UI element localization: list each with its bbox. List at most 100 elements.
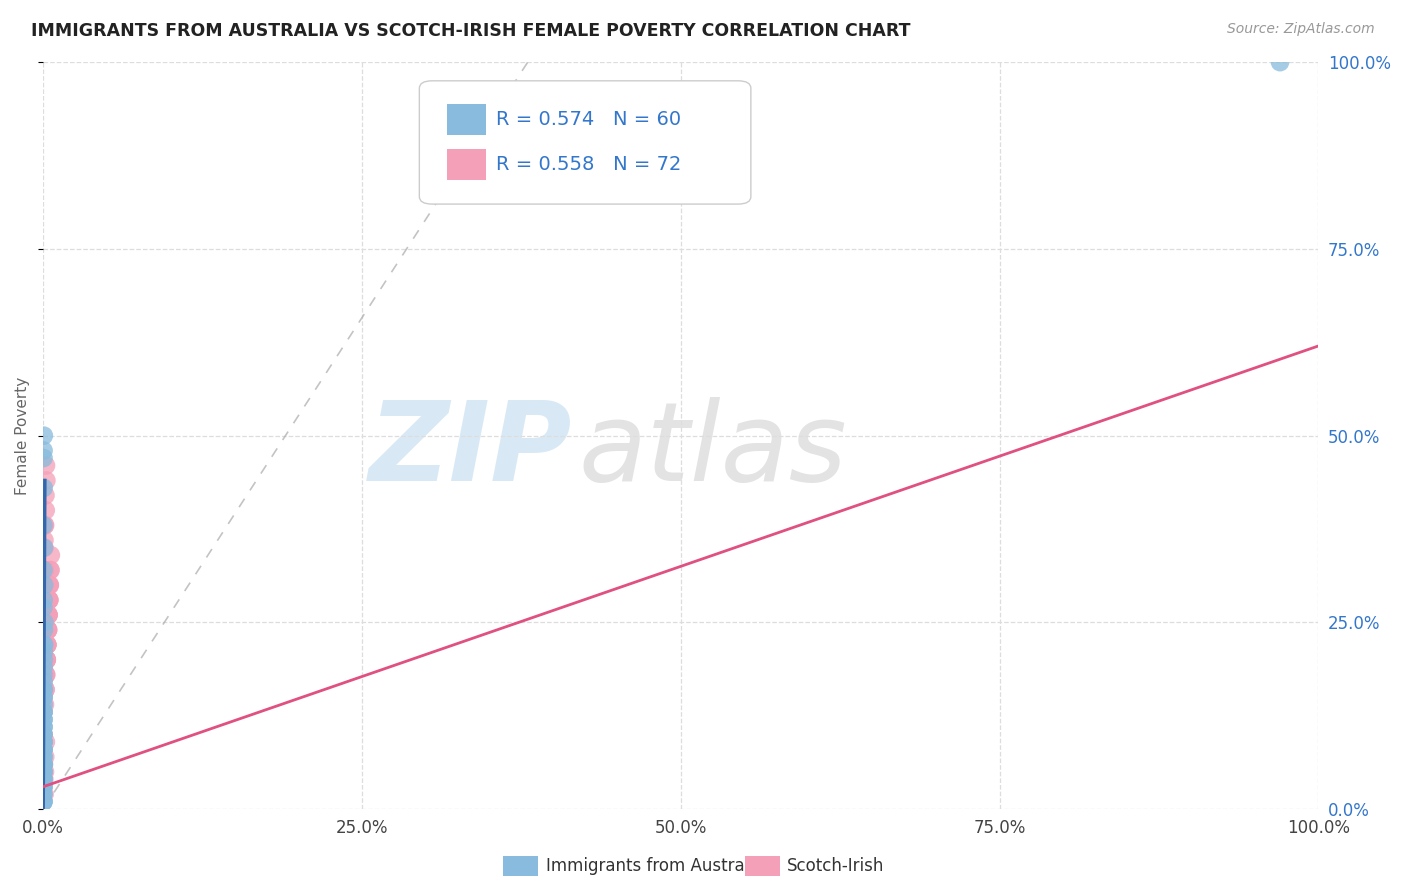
Point: [38, 593, 60, 607]
Text: IMMIGRANTS FROM AUSTRALIA VS SCOTCH-IRISH FEMALE POVERTY CORRELATION CHART: IMMIGRANTS FROM AUSTRALIA VS SCOTCH-IRIS…: [31, 22, 911, 40]
Point: [32, 698, 55, 712]
Point: [32, 705, 55, 719]
Point: [32, 481, 55, 495]
Y-axis label: Female Poverty: Female Poverty: [15, 376, 30, 495]
Point: [32, 451, 55, 466]
Point: [32, 772, 55, 787]
Text: R = 0.558   N = 72: R = 0.558 N = 72: [496, 155, 682, 174]
Point: [32, 638, 55, 652]
Point: [32, 638, 55, 652]
Point: [32, 713, 55, 727]
Point: [34, 518, 56, 533]
Point: [32, 615, 55, 630]
Point: [32, 772, 55, 787]
Point: [32, 735, 55, 749]
Text: atlas: atlas: [579, 397, 848, 504]
Point: [32, 682, 55, 697]
Point: [38, 607, 60, 622]
Point: [32, 578, 55, 592]
Point: [32, 653, 55, 667]
Text: Source: ZipAtlas.com: Source: ZipAtlas.com: [1227, 22, 1375, 37]
Point: [32, 727, 55, 741]
Point: [32, 653, 55, 667]
Point: [35, 503, 58, 517]
Point: [32, 623, 55, 637]
Point: [34, 749, 56, 764]
Point: [32, 780, 55, 794]
Point: [32, 742, 55, 756]
Point: [32, 742, 55, 756]
Point: [35, 638, 58, 652]
Point: [32, 749, 55, 764]
Point: [32, 705, 55, 719]
Point: [32, 518, 55, 533]
Point: [32, 638, 55, 652]
Point: [32, 638, 55, 652]
Point: [35, 638, 58, 652]
Text: Immigrants from Australia: Immigrants from Australia: [546, 857, 763, 875]
Point: [35, 458, 58, 473]
Point: [32, 720, 55, 734]
Point: [32, 443, 55, 458]
Point: [37, 638, 59, 652]
Point: [34, 682, 56, 697]
Point: [32, 742, 55, 756]
Point: [35, 474, 58, 488]
Point: [32, 660, 55, 674]
Text: Scotch-Irish: Scotch-Irish: [787, 857, 884, 875]
Point: [32, 690, 55, 704]
Point: [32, 645, 55, 659]
Point: [34, 541, 56, 555]
Point: [34, 772, 56, 787]
Point: [32, 563, 55, 577]
Point: [34, 518, 56, 533]
Point: [38, 593, 60, 607]
Point: [38, 578, 60, 592]
Point: [32, 705, 55, 719]
Point: [32, 682, 55, 697]
Point: [32, 757, 55, 772]
Point: [32, 623, 55, 637]
Point: [32, 727, 55, 741]
Point: [34, 563, 56, 577]
Point: [32, 653, 55, 667]
Point: [32, 749, 55, 764]
Point: [37, 623, 59, 637]
Point: [37, 638, 59, 652]
Point: [37, 638, 59, 652]
Point: [37, 623, 59, 637]
Point: [32, 787, 55, 801]
Point: [32, 600, 55, 615]
Point: [32, 764, 55, 779]
Point: [32, 780, 55, 794]
Point: [35, 653, 58, 667]
Point: [32, 615, 55, 630]
Point: [34, 787, 56, 801]
Point: [37, 623, 59, 637]
Point: [35, 653, 58, 667]
Point: [32, 690, 55, 704]
Point: [32, 780, 55, 794]
Point: [32, 757, 55, 772]
Point: [32, 593, 55, 607]
Point: [37, 623, 59, 637]
Point: [32, 795, 55, 809]
Point: [32, 667, 55, 681]
Point: [32, 600, 55, 615]
Point: [32, 742, 55, 756]
Point: [32, 705, 55, 719]
Point: [32, 428, 55, 442]
Text: ZIP: ZIP: [368, 397, 572, 504]
Point: [39, 563, 62, 577]
Point: [32, 795, 55, 809]
Point: [32, 682, 55, 697]
Point: [1268, 55, 1291, 70]
Point: [35, 667, 58, 681]
Text: R = 0.574   N = 60: R = 0.574 N = 60: [496, 110, 681, 129]
FancyBboxPatch shape: [419, 81, 751, 204]
Point: [32, 757, 55, 772]
Point: [35, 667, 58, 681]
Point: [38, 593, 60, 607]
Point: [34, 615, 56, 630]
Point: [32, 795, 55, 809]
